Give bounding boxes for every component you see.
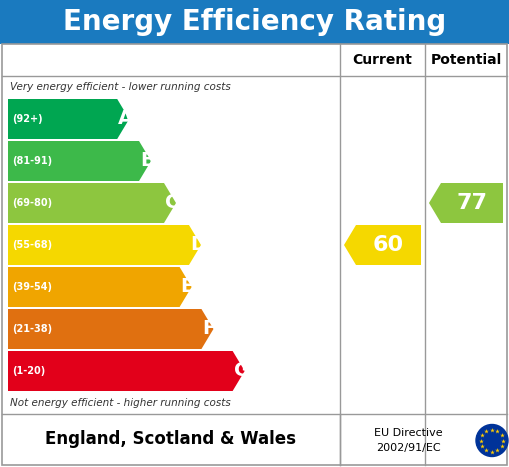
Text: Not energy efficient - higher running costs: Not energy efficient - higher running co…: [10, 398, 231, 408]
Text: A: A: [118, 109, 133, 128]
Text: (21-38): (21-38): [12, 324, 52, 334]
Text: (81-91): (81-91): [12, 156, 52, 166]
Circle shape: [476, 425, 508, 457]
Text: (69-80): (69-80): [12, 198, 52, 208]
Text: C: C: [165, 193, 179, 212]
Polygon shape: [8, 309, 213, 349]
Polygon shape: [8, 141, 151, 181]
Polygon shape: [344, 225, 421, 265]
Text: D: D: [190, 235, 206, 255]
Text: 77: 77: [457, 193, 488, 213]
Text: EU Directive: EU Directive: [374, 427, 443, 438]
Text: Energy Efficiency Rating: Energy Efficiency Rating: [63, 8, 446, 36]
Text: (92+): (92+): [12, 114, 43, 124]
Polygon shape: [8, 351, 245, 391]
Text: (1-20): (1-20): [12, 366, 45, 376]
Text: B: B: [140, 151, 155, 170]
Text: 60: 60: [373, 235, 404, 255]
Text: F: F: [203, 319, 216, 339]
Polygon shape: [8, 183, 176, 223]
Polygon shape: [8, 225, 201, 265]
Text: Current: Current: [353, 53, 412, 67]
Polygon shape: [8, 267, 191, 307]
Text: 2002/91/EC: 2002/91/EC: [376, 443, 441, 453]
Text: England, Scotland & Wales: England, Scotland & Wales: [45, 431, 297, 448]
Text: (39-54): (39-54): [12, 282, 52, 292]
Text: G: G: [234, 361, 250, 381]
Text: Potential: Potential: [431, 53, 502, 67]
Polygon shape: [429, 183, 503, 223]
Text: (55-68): (55-68): [12, 240, 52, 250]
Polygon shape: [8, 99, 129, 139]
Text: Very energy efficient - lower running costs: Very energy efficient - lower running co…: [10, 82, 231, 92]
Bar: [0, 0, 509, 44]
Text: E: E: [181, 277, 194, 297]
